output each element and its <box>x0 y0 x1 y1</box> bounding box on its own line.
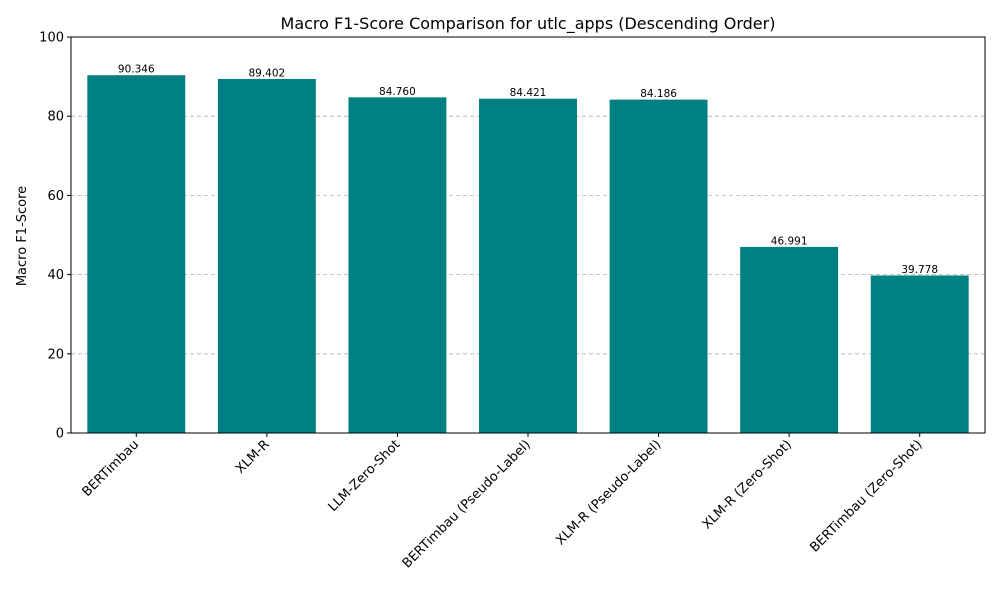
x-tick-label: XLM-R (Pseudo-Label) <box>553 437 664 548</box>
y-tick-label: 100 <box>39 31 64 46</box>
chart-title: Macro F1-Score Comparison for utlc_apps … <box>281 14 776 34</box>
bar-value-label: 84.421 <box>510 87 547 99</box>
y-ticks-layer: 0 20 40 60 80 100 <box>39 31 71 442</box>
bar-value-label: 89.402 <box>248 67 285 79</box>
y-axis-label: Macro F1-Score <box>15 186 30 286</box>
value-labels-layer: 90.346 89.402 84.760 84.421 84.186 46.991 39.7… <box>118 64 938 276</box>
bar-value-label: 90.346 <box>118 64 155 76</box>
bars-layer <box>87 75 969 433</box>
y-tick-label: 40 <box>47 268 64 283</box>
bar <box>609 99 708 433</box>
x-tick-label: BERTimbau (Pseudo-Label) <box>400 437 534 571</box>
y-tick-label: 0 <box>56 427 64 442</box>
bar-value-label: 84.760 <box>379 86 416 98</box>
bar <box>740 246 839 433</box>
y-tick-label: 80 <box>47 110 64 125</box>
bar <box>217 78 316 433</box>
bar-value-label: 39.778 <box>901 264 938 276</box>
y-tick-label: 60 <box>47 189 64 204</box>
bar-value-label: 84.186 <box>640 88 677 100</box>
x-tick-label: LLM-Zero-Shot <box>326 437 404 515</box>
y-tick-label: 20 <box>47 347 64 362</box>
x-tick-label: XLM-R (Zero-Shot) <box>700 437 795 532</box>
bar <box>348 97 447 433</box>
x-tick-label: BERTimbau <box>80 437 143 500</box>
bar <box>87 75 186 433</box>
bar <box>870 275 969 433</box>
bar <box>479 98 577 433</box>
x-tick-label: XLM-R <box>233 437 273 477</box>
x-tick-label: BERTimbau (Zero-Shot) <box>807 437 925 555</box>
bar-value-label: 46.991 <box>771 235 808 247</box>
